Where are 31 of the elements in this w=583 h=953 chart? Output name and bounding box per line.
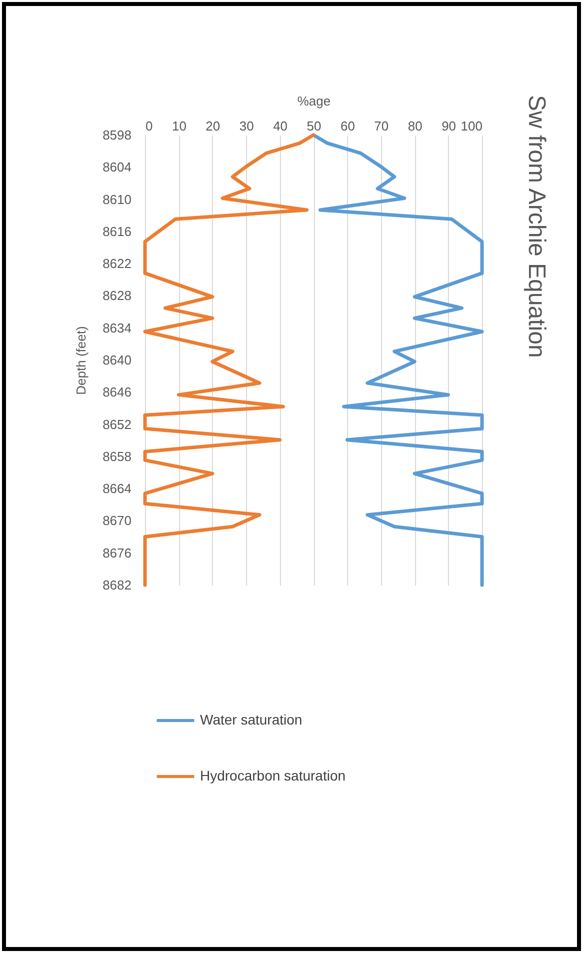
x-tick-label: 90 [442, 118, 456, 134]
y-tick-label: 8652 [102, 416, 132, 432]
x-tick-label: 70 [374, 118, 389, 134]
y-tick-label: 8682 [102, 578, 132, 592]
y-tick-label: 8676 [102, 545, 132, 560]
y-tick-label: 8670 [102, 513, 132, 528]
x-tick-label: 20 [206, 118, 220, 134]
y-tick-label: 8604 [102, 160, 132, 175]
text: Sw from Archie Equation [522, 95, 550, 358]
x-tick-label: 60 [340, 118, 355, 134]
y-tick-label: 8658 [102, 448, 132, 464]
x-tick-label: 0 [146, 118, 153, 134]
y-tick-label: 8622 [102, 256, 132, 272]
y-tick-label: 8598 [102, 128, 132, 142]
y-tick-label: 8634 [102, 320, 132, 336]
y-tick-label: 8610 [102, 192, 132, 207]
y-axis-title: Depth (feet) [74, 326, 89, 395]
y-tick-label: 8646 [102, 384, 132, 400]
y-tick-label: 8640 [102, 352, 132, 368]
x-tick-label: 40 [273, 118, 288, 134]
y-tick-label: 8616 [102, 224, 132, 239]
legend-label: Hydrocarbon saturation [200, 768, 346, 784]
x-tick-label: 10 [172, 118, 186, 134]
x-axis-title: %age [297, 94, 331, 108]
x-tick-label: 50 [306, 118, 322, 134]
y-tick-label: 8664 [102, 481, 132, 496]
y-tick-label: 8628 [102, 288, 132, 304]
x-tick-label: 100 [460, 118, 482, 134]
x-tick-label: 80 [408, 118, 422, 134]
legend-label: Water saturation [200, 712, 302, 728]
x-tick-label: 30 [239, 118, 254, 134]
